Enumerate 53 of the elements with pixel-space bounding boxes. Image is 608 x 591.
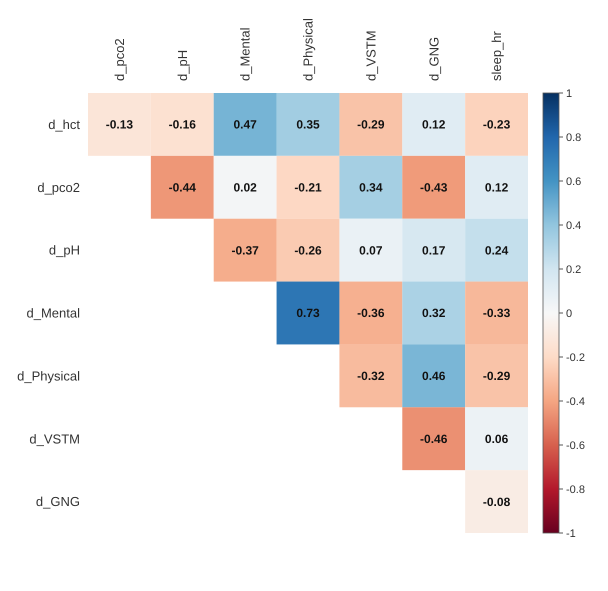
color-bar-label: 0.6 [566,176,582,188]
data-label: 0.12 [484,180,509,194]
color-bar-label: -0.2 [566,352,585,364]
data-label: -0.36 [357,306,385,320]
data-label: -0.32 [357,369,385,384]
color-bar-label: -0.8 [566,484,585,496]
data-label: 0.12 [422,118,446,132]
data-label: -0.26 [294,243,322,258]
data-label: -0.46 [420,432,448,446]
color-bar-label: 0.4 [566,220,582,232]
y-tick-label: d_GNG [36,494,80,510]
data-label: -0.23 [482,118,511,132]
data-label: 0.46 [422,369,446,384]
y-tick-label: d_pco2 [37,180,80,195]
data-label: 0.47 [233,118,258,132]
color-bar-label: 1 [566,88,572,100]
data-label: 0.06 [484,432,509,446]
data-label: -0.37 [231,243,260,258]
x-tick-label: d_Mental [238,27,253,81]
data-label: 0.24 [484,243,509,258]
x-tick-label: sleep_hr [489,30,504,81]
color-bar-label: -0.4 [566,396,585,408]
data-label: -0.29 [357,118,385,132]
data-label: 0.34 [359,180,383,194]
data-label: 0.02 [233,180,258,194]
data-label: 0.17 [422,243,446,258]
color-bar-label: 0 [566,308,572,320]
color-bar-label: -0.6 [566,440,585,452]
x-tick-label: d_GNG [426,36,442,81]
color-bar-label: -1 [566,528,576,540]
x-tick-label: d_pH [174,50,190,81]
data-label: -0.13 [106,118,134,132]
data-label: -0.21 [294,180,322,194]
y-tick-label: d_hct [48,116,80,132]
x-tick-label: d_pco2 [112,38,127,81]
y-tick-label: d_Physical [17,368,80,384]
x-tick-label: d_VSTM [363,30,378,81]
y-tick-label: d_pH [48,242,80,258]
data-label: -0.43 [420,180,448,194]
y-tick-label: d_VSTM [29,431,80,446]
data-label: 0.32 [422,306,446,320]
data-label: -0.08 [482,494,511,509]
y-tick-label: d_Mental [26,306,80,321]
data-label: -0.16 [168,118,196,132]
color-bar-label: 0.8 [566,132,582,144]
color-bar-label: 0.2 [566,264,582,276]
x-tick-label: d_Physical [300,18,316,81]
data-label: -0.44 [168,180,196,194]
data-label: 0.73 [296,306,320,320]
data-label: -0.33 [482,306,511,320]
data-label: 0.35 [296,118,320,132]
data-label: 0.07 [359,243,383,258]
data-label: -0.29 [482,369,511,384]
